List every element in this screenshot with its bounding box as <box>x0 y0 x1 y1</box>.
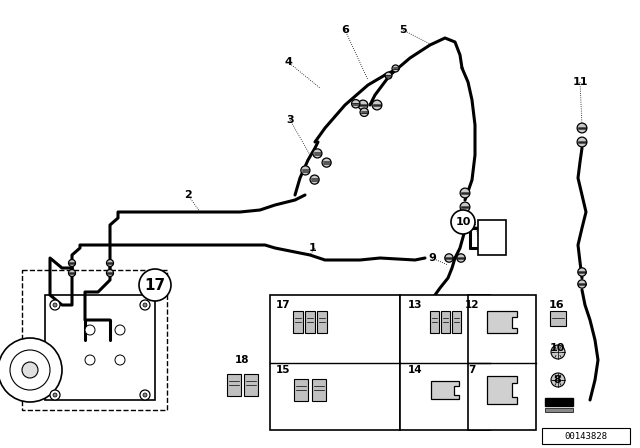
Circle shape <box>310 175 319 184</box>
Circle shape <box>85 355 95 365</box>
Circle shape <box>115 355 125 365</box>
Circle shape <box>115 325 125 335</box>
Circle shape <box>385 72 392 79</box>
Circle shape <box>577 123 587 133</box>
Bar <box>227 374 241 396</box>
Circle shape <box>22 362 38 378</box>
Bar <box>545 398 573 406</box>
Polygon shape <box>487 376 517 404</box>
Circle shape <box>451 210 475 234</box>
Circle shape <box>358 100 368 110</box>
Circle shape <box>322 158 331 167</box>
Bar <box>317 311 327 333</box>
Circle shape <box>53 303 57 307</box>
Bar <box>550 310 566 326</box>
Text: 8: 8 <box>553 375 561 385</box>
Text: 1: 1 <box>309 243 317 253</box>
Bar <box>468 295 536 430</box>
Text: 13: 13 <box>408 300 422 310</box>
Bar <box>451 311 461 333</box>
Text: 9: 9 <box>428 253 436 263</box>
Circle shape <box>445 254 453 262</box>
Circle shape <box>372 100 382 110</box>
Circle shape <box>10 350 50 390</box>
Circle shape <box>578 268 586 276</box>
Text: 10: 10 <box>455 217 470 227</box>
Text: 11: 11 <box>572 77 588 87</box>
Circle shape <box>53 393 57 397</box>
Polygon shape <box>431 381 459 399</box>
Bar <box>542 428 630 444</box>
Circle shape <box>460 202 470 212</box>
Circle shape <box>360 108 369 116</box>
Circle shape <box>140 300 150 310</box>
Text: 16: 16 <box>549 300 565 310</box>
Bar <box>545 408 573 412</box>
Circle shape <box>577 137 587 147</box>
Circle shape <box>457 254 465 262</box>
Text: 7: 7 <box>468 365 476 375</box>
Bar <box>400 295 490 430</box>
Text: 5: 5 <box>399 25 407 35</box>
Text: 00143828: 00143828 <box>564 431 607 440</box>
Bar <box>429 311 438 333</box>
Circle shape <box>351 99 360 108</box>
Text: 17: 17 <box>145 277 166 293</box>
Circle shape <box>85 325 95 335</box>
Circle shape <box>106 259 113 267</box>
Circle shape <box>0 338 62 402</box>
Text: 12: 12 <box>465 300 479 310</box>
Circle shape <box>143 303 147 307</box>
Text: 10: 10 <box>549 343 564 353</box>
Circle shape <box>50 390 60 400</box>
Bar <box>293 311 303 333</box>
Polygon shape <box>487 311 517 333</box>
Circle shape <box>392 65 399 72</box>
Text: 4: 4 <box>284 57 292 67</box>
Bar <box>243 374 257 396</box>
Circle shape <box>140 390 150 400</box>
Text: 6: 6 <box>341 25 349 35</box>
Circle shape <box>50 300 60 310</box>
Text: 15: 15 <box>276 365 291 375</box>
Circle shape <box>460 188 470 198</box>
Circle shape <box>68 259 76 267</box>
Circle shape <box>68 270 76 276</box>
Circle shape <box>578 280 586 288</box>
Text: 17: 17 <box>276 300 291 310</box>
Bar <box>45 295 155 400</box>
Circle shape <box>551 373 565 387</box>
Circle shape <box>106 270 113 276</box>
Text: 3: 3 <box>286 115 294 125</box>
Bar <box>22 270 167 410</box>
Circle shape <box>551 345 565 359</box>
Circle shape <box>143 393 147 397</box>
Bar <box>478 220 506 255</box>
Text: 2: 2 <box>184 190 192 200</box>
Bar <box>312 379 326 401</box>
Bar <box>305 311 315 333</box>
Bar <box>270 295 400 430</box>
Text: 14: 14 <box>408 365 422 375</box>
Circle shape <box>139 269 171 301</box>
Text: 18: 18 <box>235 355 249 365</box>
Bar <box>440 311 449 333</box>
Circle shape <box>313 149 322 158</box>
Bar <box>294 379 308 401</box>
Circle shape <box>301 166 310 175</box>
